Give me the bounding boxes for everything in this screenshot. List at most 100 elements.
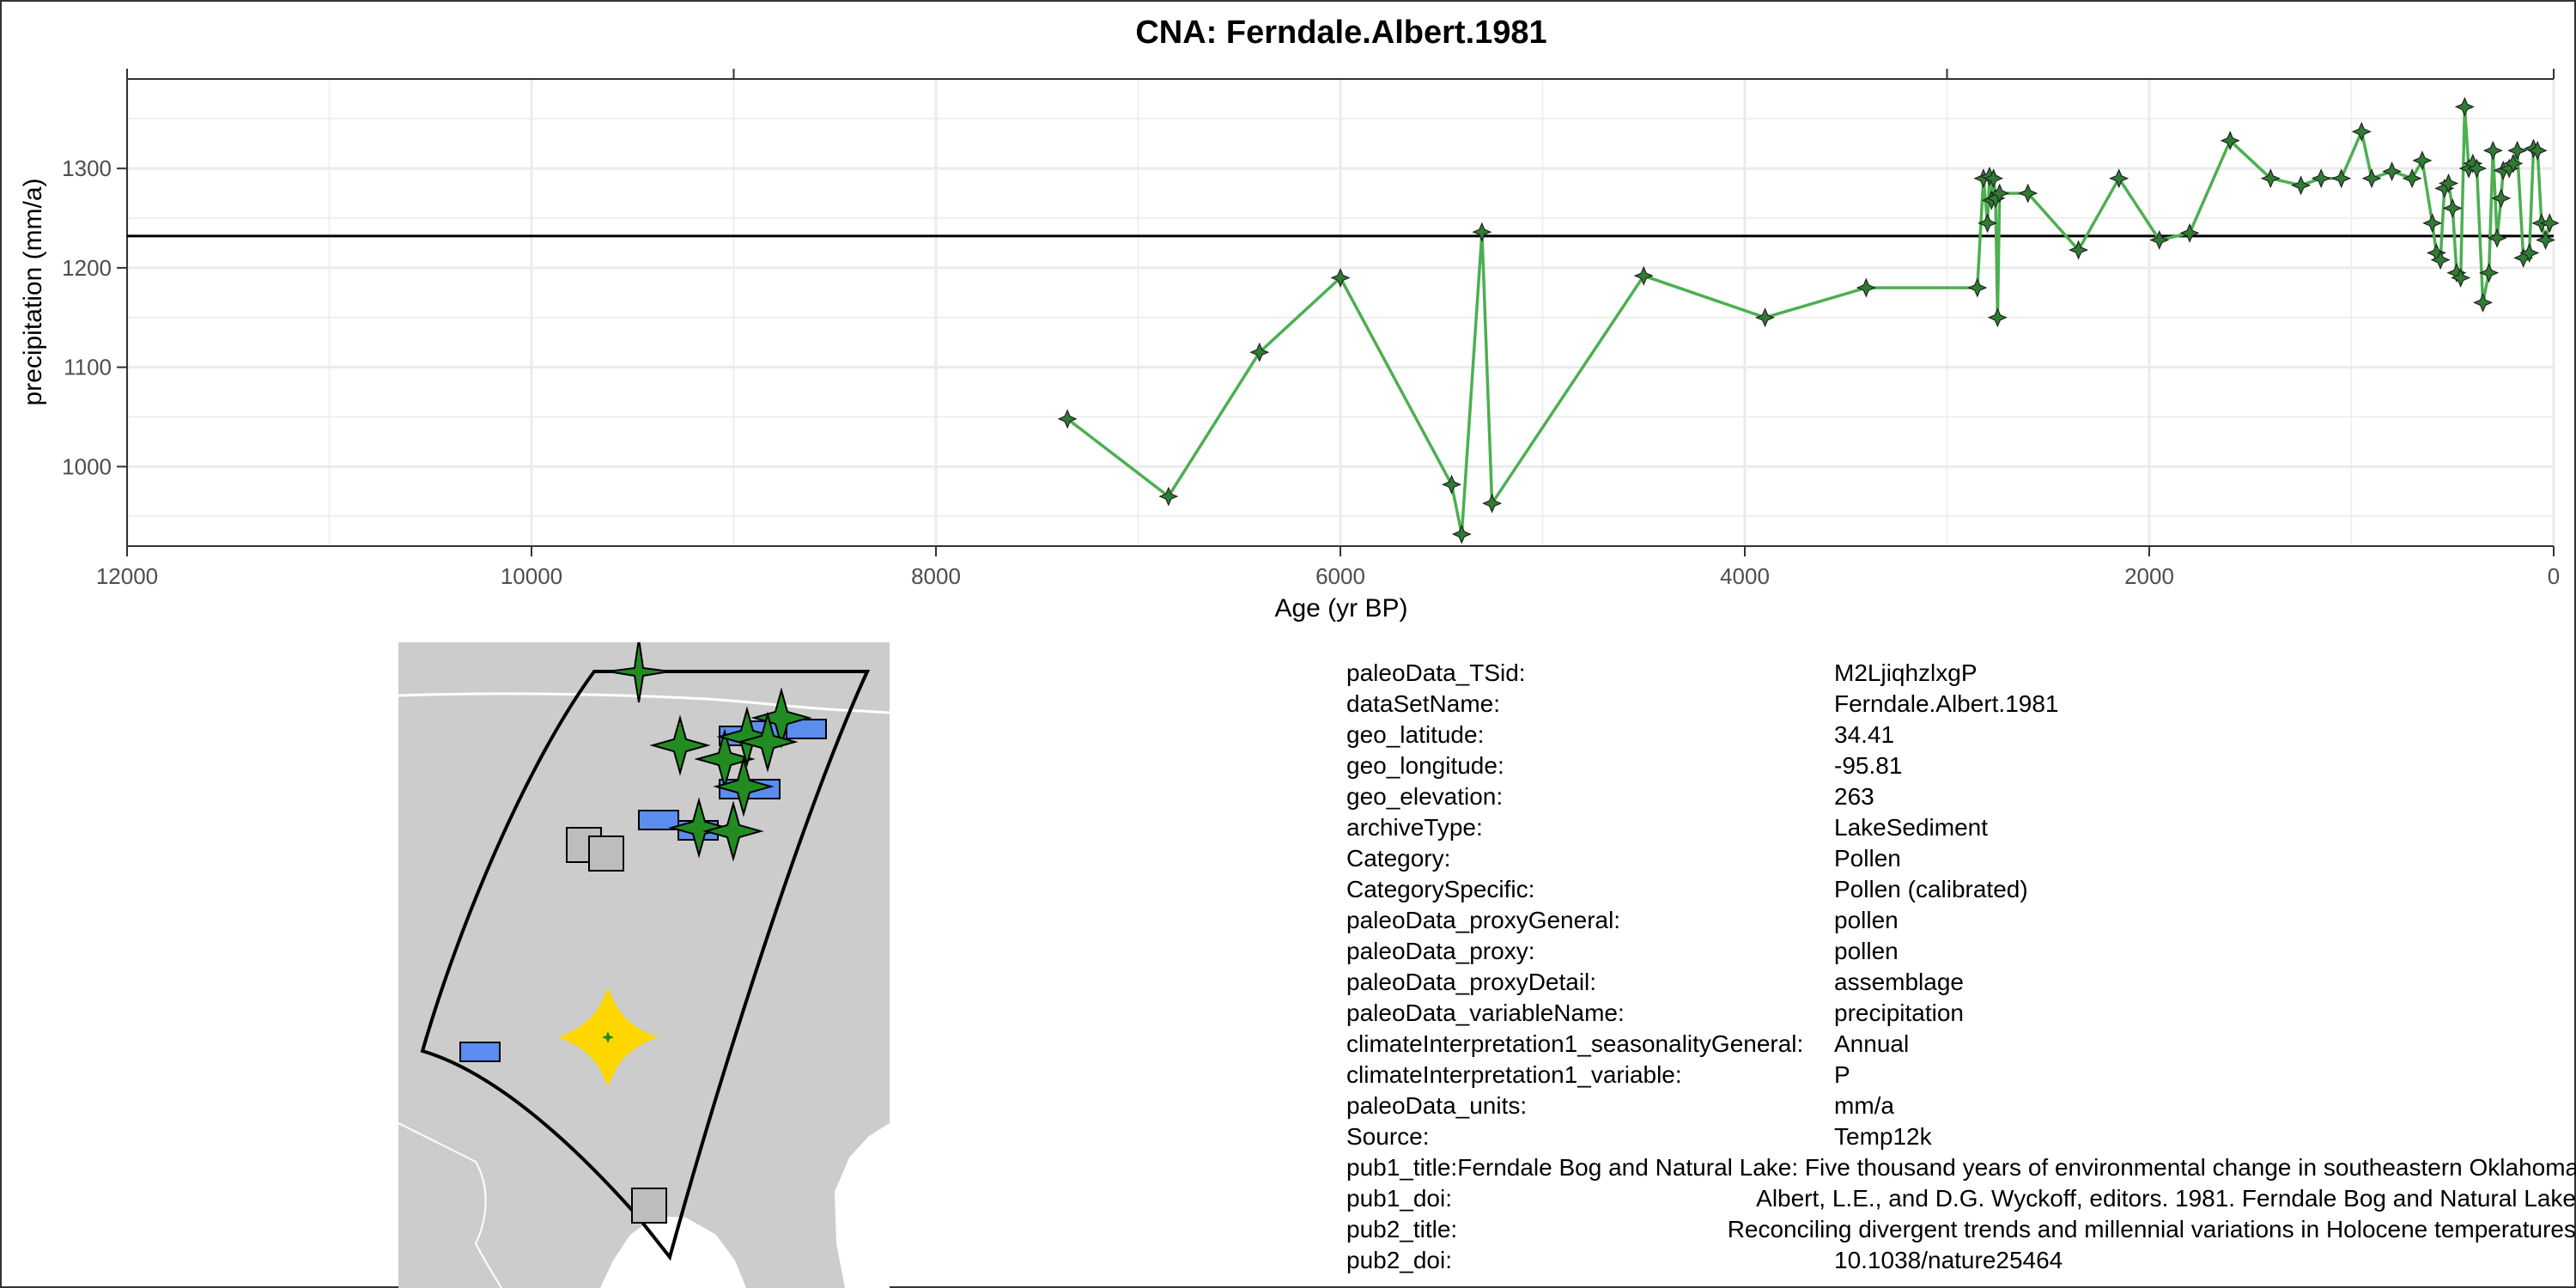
metadata-value: Annual bbox=[1834, 1030, 1910, 1057]
data-point-marker bbox=[2412, 150, 2433, 171]
x-tick-label: 6000 bbox=[1315, 563, 1365, 589]
metadata-row: climateInterpretation1_seasonalityGenera… bbox=[1346, 1029, 2576, 1060]
x-axis-label: Age (yr BP) bbox=[1274, 594, 1407, 623]
y-tick-label: 1000 bbox=[62, 453, 112, 479]
metadata-key: climateInterpretation1_variable: bbox=[1346, 1061, 1682, 1088]
data-point-marker bbox=[1755, 307, 1776, 328]
data-point-marker bbox=[2439, 173, 2459, 194]
metadata-value: assemblage bbox=[1834, 969, 1964, 995]
data-point-marker bbox=[2487, 228, 2507, 248]
data-point-marker bbox=[2430, 250, 2451, 270]
data-point-marker bbox=[2491, 188, 2512, 209]
site-rect bbox=[459, 1042, 501, 1062]
metadata-key: paleoData_proxyDetail: bbox=[1346, 969, 1597, 995]
metadata-value: Ferndale Bog and Natural Lake: Five thou… bbox=[1457, 1154, 2576, 1181]
metadata-row: pub1_title: Ferndale Bog and Natural Lake… bbox=[1346, 1152, 2576, 1183]
data-point-marker bbox=[2451, 267, 2471, 289]
data-point-marker bbox=[2109, 168, 2129, 189]
chart-title: CNA: Ferndale.Albert.1981 bbox=[1135, 15, 1546, 51]
metadata-key: pub2_doi: bbox=[1346, 1247, 1453, 1273]
metadata-row: pub2_doi: 10.1038/nature25464 bbox=[1346, 1245, 2576, 1276]
metadata-value: mm/a bbox=[1834, 1092, 1894, 1119]
metadata-table: paleoData_TSid: M2LjiqhzlxgP dataSetName: F… bbox=[1346, 658, 2576, 1276]
data-point-marker bbox=[1633, 265, 1654, 286]
metadata-key: paleoData_units: bbox=[1346, 1092, 1528, 1119]
metadata-key: geo_elevation: bbox=[1346, 783, 1504, 810]
metadata-value: P bbox=[1834, 1061, 1850, 1088]
metadata-value: Pollen (calibrated) bbox=[1834, 876, 2028, 902]
metadata-row: paleoData_proxyDetail: assemblage bbox=[1346, 967, 2576, 998]
data-point-marker bbox=[2442, 197, 2463, 218]
metadata-key: dataSetName: bbox=[1346, 690, 1500, 717]
site-star bbox=[607, 642, 671, 703]
metadata-row: paleoData_proxy: pollen bbox=[1346, 936, 2576, 967]
metadata-value: Ferndale.Albert.1981 bbox=[1834, 690, 2059, 717]
data-point-marker bbox=[2361, 168, 2382, 189]
data-point-marker bbox=[2311, 168, 2331, 189]
metadata-key: Category: bbox=[1346, 845, 1451, 872]
metadata-key: archiveType: bbox=[1346, 814, 1483, 841]
site-star bbox=[713, 756, 775, 817]
x-tick-label: 12000 bbox=[96, 563, 158, 589]
site-square bbox=[588, 835, 624, 872]
metadata-row: geo_latitude: 34.41 bbox=[1346, 720, 2576, 750]
coastline-border bbox=[398, 692, 890, 714]
data-point-marker bbox=[1856, 277, 1876, 298]
metadata-row: paleoData_proxyGeneral: pollen bbox=[1346, 905, 2576, 936]
data-point-marker bbox=[2536, 229, 2556, 251]
site-square bbox=[631, 1188, 667, 1224]
metadata-row: geo_elevation: 263 bbox=[1346, 781, 2576, 812]
data-point-marker bbox=[2331, 168, 2352, 189]
region-outline bbox=[420, 670, 871, 1261]
x-tick-label: 8000 bbox=[911, 563, 961, 589]
data-point-marker bbox=[2018, 183, 2038, 204]
data-point-marker bbox=[2402, 168, 2422, 189]
metadata-value: M2LjiqhzlxgP bbox=[1834, 659, 1978, 686]
metadata-key: CategorySpecific: bbox=[1346, 876, 1535, 902]
axes: 12000 10000 8000 6000 4000 2000 0 1000 1100 1200 1… bbox=[62, 69, 2560, 589]
metadata-row: geo_longitude: -95.81 bbox=[1346, 750, 2576, 781]
x-tick-label: 0 bbox=[2548, 563, 2560, 589]
metadata-key: pub1_doi: bbox=[1346, 1185, 1453, 1212]
metadata-row: Source: Temp12k bbox=[1346, 1121, 2576, 1152]
metadata-key: paleoData_proxy: bbox=[1346, 938, 1535, 964]
y-axis-label: precipitation (mm/a) bbox=[19, 178, 47, 405]
state-border bbox=[398, 1122, 502, 1288]
metadata-key: geo_longitude: bbox=[1346, 752, 1504, 779]
site-map bbox=[398, 642, 890, 1288]
data-point-marker bbox=[1472, 222, 1492, 242]
metadata-row: paleoData_units: mm/a bbox=[1346, 1091, 2576, 1121]
data-point-marker bbox=[2351, 121, 2372, 142]
site-star bbox=[649, 714, 711, 776]
data-point-marker bbox=[2473, 292, 2494, 313]
marker-group bbox=[1057, 96, 2560, 544]
metadata-key: pub2_title: bbox=[1346, 1216, 1458, 1242]
data-point-marker bbox=[2503, 153, 2524, 173]
y-tick-label: 1100 bbox=[64, 355, 112, 380]
metadata-row: pub2_title: Reconciling divergent trends … bbox=[1346, 1214, 2576, 1245]
data-point-marker bbox=[2149, 229, 2170, 251]
metadata-row: paleoData_variableName: precipitation bbox=[1346, 998, 2576, 1029]
metadata-key: climateInterpretation1_seasonalityGenera… bbox=[1346, 1030, 1804, 1057]
metadata-value: LakeSediment bbox=[1834, 814, 1989, 841]
data-point-marker bbox=[2069, 240, 2089, 260]
data-point-marker bbox=[2527, 140, 2548, 161]
metadata-value: 263 bbox=[1834, 783, 1874, 810]
metadata-key: paleoData_TSid: bbox=[1346, 659, 1526, 686]
metadata-row: climateInterpretation1_variable: P bbox=[1346, 1060, 2576, 1091]
data-point-marker bbox=[1967, 277, 1988, 298]
data-point-marker bbox=[1990, 183, 2010, 204]
data-point-marker bbox=[1330, 267, 1351, 289]
metadata-value: pollen bbox=[1834, 938, 1899, 964]
site-star bbox=[668, 797, 730, 859]
metadata-value: -95.81 bbox=[1834, 752, 1903, 779]
map-svg bbox=[398, 642, 890, 1288]
data-point-marker bbox=[2482, 140, 2503, 161]
data-point-marker bbox=[2479, 263, 2500, 283]
data-point-marker bbox=[1984, 168, 2004, 189]
x-tick-label: 10000 bbox=[501, 563, 562, 589]
metadata-value: pollen bbox=[1834, 907, 1899, 933]
metadata-row: Category: Pollen bbox=[1346, 843, 2576, 874]
data-point-marker bbox=[1482, 493, 1503, 513]
data-point-marker bbox=[1978, 213, 1998, 234]
